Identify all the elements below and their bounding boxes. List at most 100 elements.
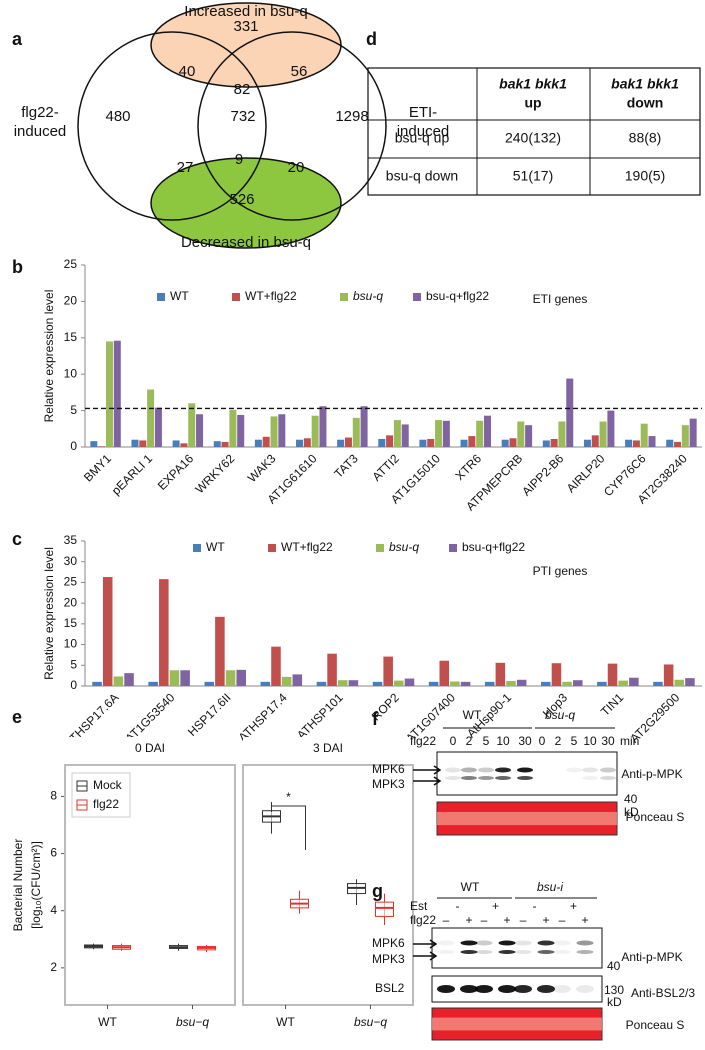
bar [541, 681, 551, 686]
bar [236, 669, 246, 686]
bar [180, 443, 188, 447]
facet-strip [65, 737, 235, 761]
table-cell: 88(8) [629, 130, 662, 146]
bar [270, 416, 278, 447]
bar [344, 437, 352, 447]
lane-label: 30 [601, 734, 615, 748]
blot-band [475, 950, 493, 954]
blot-band [537, 950, 555, 954]
bar [640, 423, 648, 447]
table-header: bak1 bkk1 [499, 76, 567, 92]
significance: * [286, 790, 291, 804]
y-tick-label: 20 [64, 595, 78, 609]
marker-label: 40 [624, 792, 638, 806]
venn-count: 56 [291, 63, 308, 80]
bar [98, 446, 106, 447]
lane-label: 5 [571, 734, 578, 748]
blot-band [576, 940, 594, 946]
bar [327, 653, 337, 686]
bar [372, 681, 383, 686]
bar [172, 440, 180, 447]
blot-band [517, 776, 533, 780]
y-tick-label: 2 [50, 960, 57, 974]
lane-label: 0 [450, 734, 457, 748]
venn-count: 1298 [335, 108, 368, 125]
x-tick-label: AIPP2-B6 [519, 451, 566, 498]
legend-swatch [340, 293, 348, 301]
bar [188, 403, 196, 447]
bar [102, 577, 113, 686]
x-tick-label: ROP2 [369, 690, 402, 723]
bar [311, 415, 319, 447]
legend-label: WT [170, 289, 189, 303]
blot-band [582, 767, 598, 773]
bar [625, 439, 633, 447]
blot-band [445, 776, 461, 780]
band-label: MPK6 [372, 762, 405, 776]
blot-band [460, 985, 478, 993]
y-tick-label: 0 [70, 439, 77, 453]
lane-label: + [581, 913, 588, 927]
band-label: MPK3 [372, 952, 405, 966]
bar [629, 677, 639, 686]
bar [383, 656, 393, 686]
blot-band [582, 776, 598, 780]
y-tick-label: 8 [50, 789, 57, 803]
venn-count: 732 [230, 108, 255, 125]
bar [607, 663, 618, 686]
panel-label: e [12, 707, 22, 727]
venn-eti [197, 31, 387, 221]
lane-label: - [533, 899, 537, 913]
marker-label: 130 [604, 983, 624, 997]
table-header: down [627, 95, 664, 111]
arrow [413, 765, 442, 775]
lane-label: – [520, 913, 527, 927]
bar [393, 420, 401, 447]
lane-label: + [465, 913, 472, 927]
venn-label: ETI- [409, 104, 437, 121]
venn-flg22 [77, 31, 267, 221]
legend-label: flg22 [93, 797, 119, 811]
blot-band [566, 767, 582, 773]
arrow [413, 939, 438, 949]
marker-label: 40 [607, 959, 621, 973]
y-axis-label: Relative expression level [42, 290, 56, 423]
blot-band [600, 776, 616, 780]
bar [92, 681, 102, 686]
bar [476, 420, 484, 447]
group-label: WT [461, 880, 480, 894]
y-tick-label: 25 [64, 575, 78, 589]
y-tick-label: 35 [64, 533, 78, 547]
bar [517, 421, 525, 447]
panel-label: d [366, 29, 377, 49]
table-cell: 51(17) [513, 168, 553, 184]
legend-swatch [157, 293, 165, 301]
blot-band [498, 940, 516, 946]
group-label: WT [463, 708, 482, 722]
bar [271, 646, 281, 686]
bar [401, 424, 409, 447]
blot-band [475, 940, 493, 946]
table-cell: 240(132) [505, 130, 561, 146]
legend-label: bsu-q [389, 540, 419, 554]
blot-band [437, 985, 455, 993]
lane-label: + [492, 899, 499, 913]
blot-band [461, 776, 477, 780]
x-tick-label: EXPA16 [155, 451, 197, 493]
bar [213, 441, 221, 447]
legend-swatch [268, 544, 276, 552]
y-tick-label: 10 [64, 637, 78, 651]
band-label: BSL2 [375, 981, 405, 995]
box [375, 901, 394, 917]
venn-label: Increased in bsu-q [184, 3, 307, 20]
bar [591, 435, 599, 447]
bar [666, 439, 674, 447]
band-label: MPK6 [372, 936, 405, 950]
bar [278, 414, 286, 447]
legend-label: WT+flg22 [245, 289, 297, 303]
lane-label: – [443, 913, 450, 927]
venn-count: 27 [177, 159, 194, 176]
lane-label: 10 [583, 734, 597, 748]
facet-title: 3 DAI [313, 741, 343, 755]
lane-label: 30 [518, 734, 532, 748]
